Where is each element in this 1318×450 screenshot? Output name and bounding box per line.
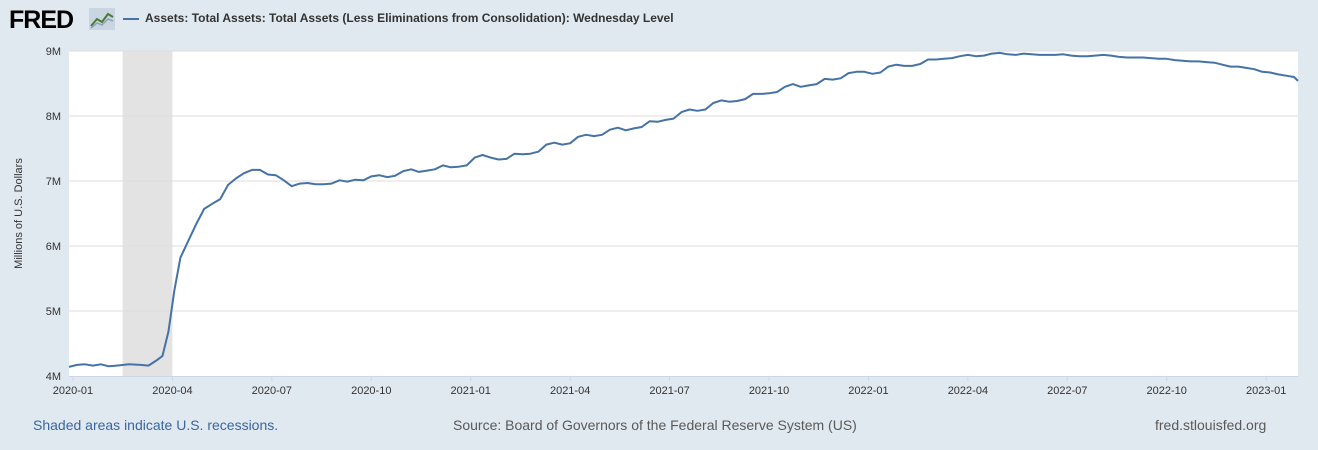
fred-logo[interactable]: FRED xyxy=(9,6,74,34)
x-axis-ticks: 2020-01 2020-04 2020-07 2020-10 2021-01 2021-… xyxy=(53,376,1286,397)
x-tick-label: 2021-07 xyxy=(649,385,689,397)
plot-area xyxy=(69,51,1298,376)
x-tick-label: 2021-01 xyxy=(451,385,491,397)
legend-label[interactable]: Assets: Total Assets: Total Assets (Less… xyxy=(145,11,674,25)
y-tick-label: 9M xyxy=(46,46,61,58)
x-tick-label: 2022-10 xyxy=(1147,385,1187,397)
gridlines xyxy=(69,50,1298,377)
source-note: Source: Board of Governors of the Federa… xyxy=(453,417,857,433)
line-chart: 4M 5M 6M 7M 8M 9M 2020-01 2020-04 2020-07 2020-1… xyxy=(13,46,1299,397)
y-tick-label: 8M xyxy=(46,111,61,123)
x-tick-label: 2020-01 xyxy=(53,385,93,397)
x-tick-label: 2022-07 xyxy=(1047,385,1087,397)
x-tick-label: 2022-01 xyxy=(848,385,888,397)
chart-header: FRED Assets: Total Assets: Total Assets … xyxy=(0,0,1318,40)
y-tick-label: 7M xyxy=(46,176,61,188)
y-axis-ticks: 4M 5M 6M 7M 8M 9M xyxy=(46,46,61,383)
recession-note[interactable]: Shaded areas indicate U.S. recessions. xyxy=(33,417,279,433)
x-tick-label: 2022-04 xyxy=(948,385,988,397)
x-tick-label: 2020-07 xyxy=(252,385,292,397)
recession-band xyxy=(122,51,173,376)
y-tick-label: 5M xyxy=(46,306,61,318)
legend-swatch xyxy=(123,18,139,20)
x-tick-label: 2021-10 xyxy=(749,385,789,397)
y-tick-label: 6M xyxy=(46,241,61,253)
x-tick-label: 2021-04 xyxy=(550,385,590,397)
recession-shading xyxy=(122,51,173,376)
x-tick-label: 2020-10 xyxy=(351,385,391,397)
x-tick-label: 2020-04 xyxy=(152,385,192,397)
series-line[interactable] xyxy=(68,51,1299,368)
y-tick-label: 4M xyxy=(46,371,61,383)
x-tick-label: 2023-01 xyxy=(1246,385,1286,397)
y-axis-label: Millions of U.S. Dollars xyxy=(13,158,25,269)
site-link[interactable]: fred.stlouisfed.org xyxy=(1155,417,1267,433)
chart-line-icon xyxy=(89,8,115,30)
